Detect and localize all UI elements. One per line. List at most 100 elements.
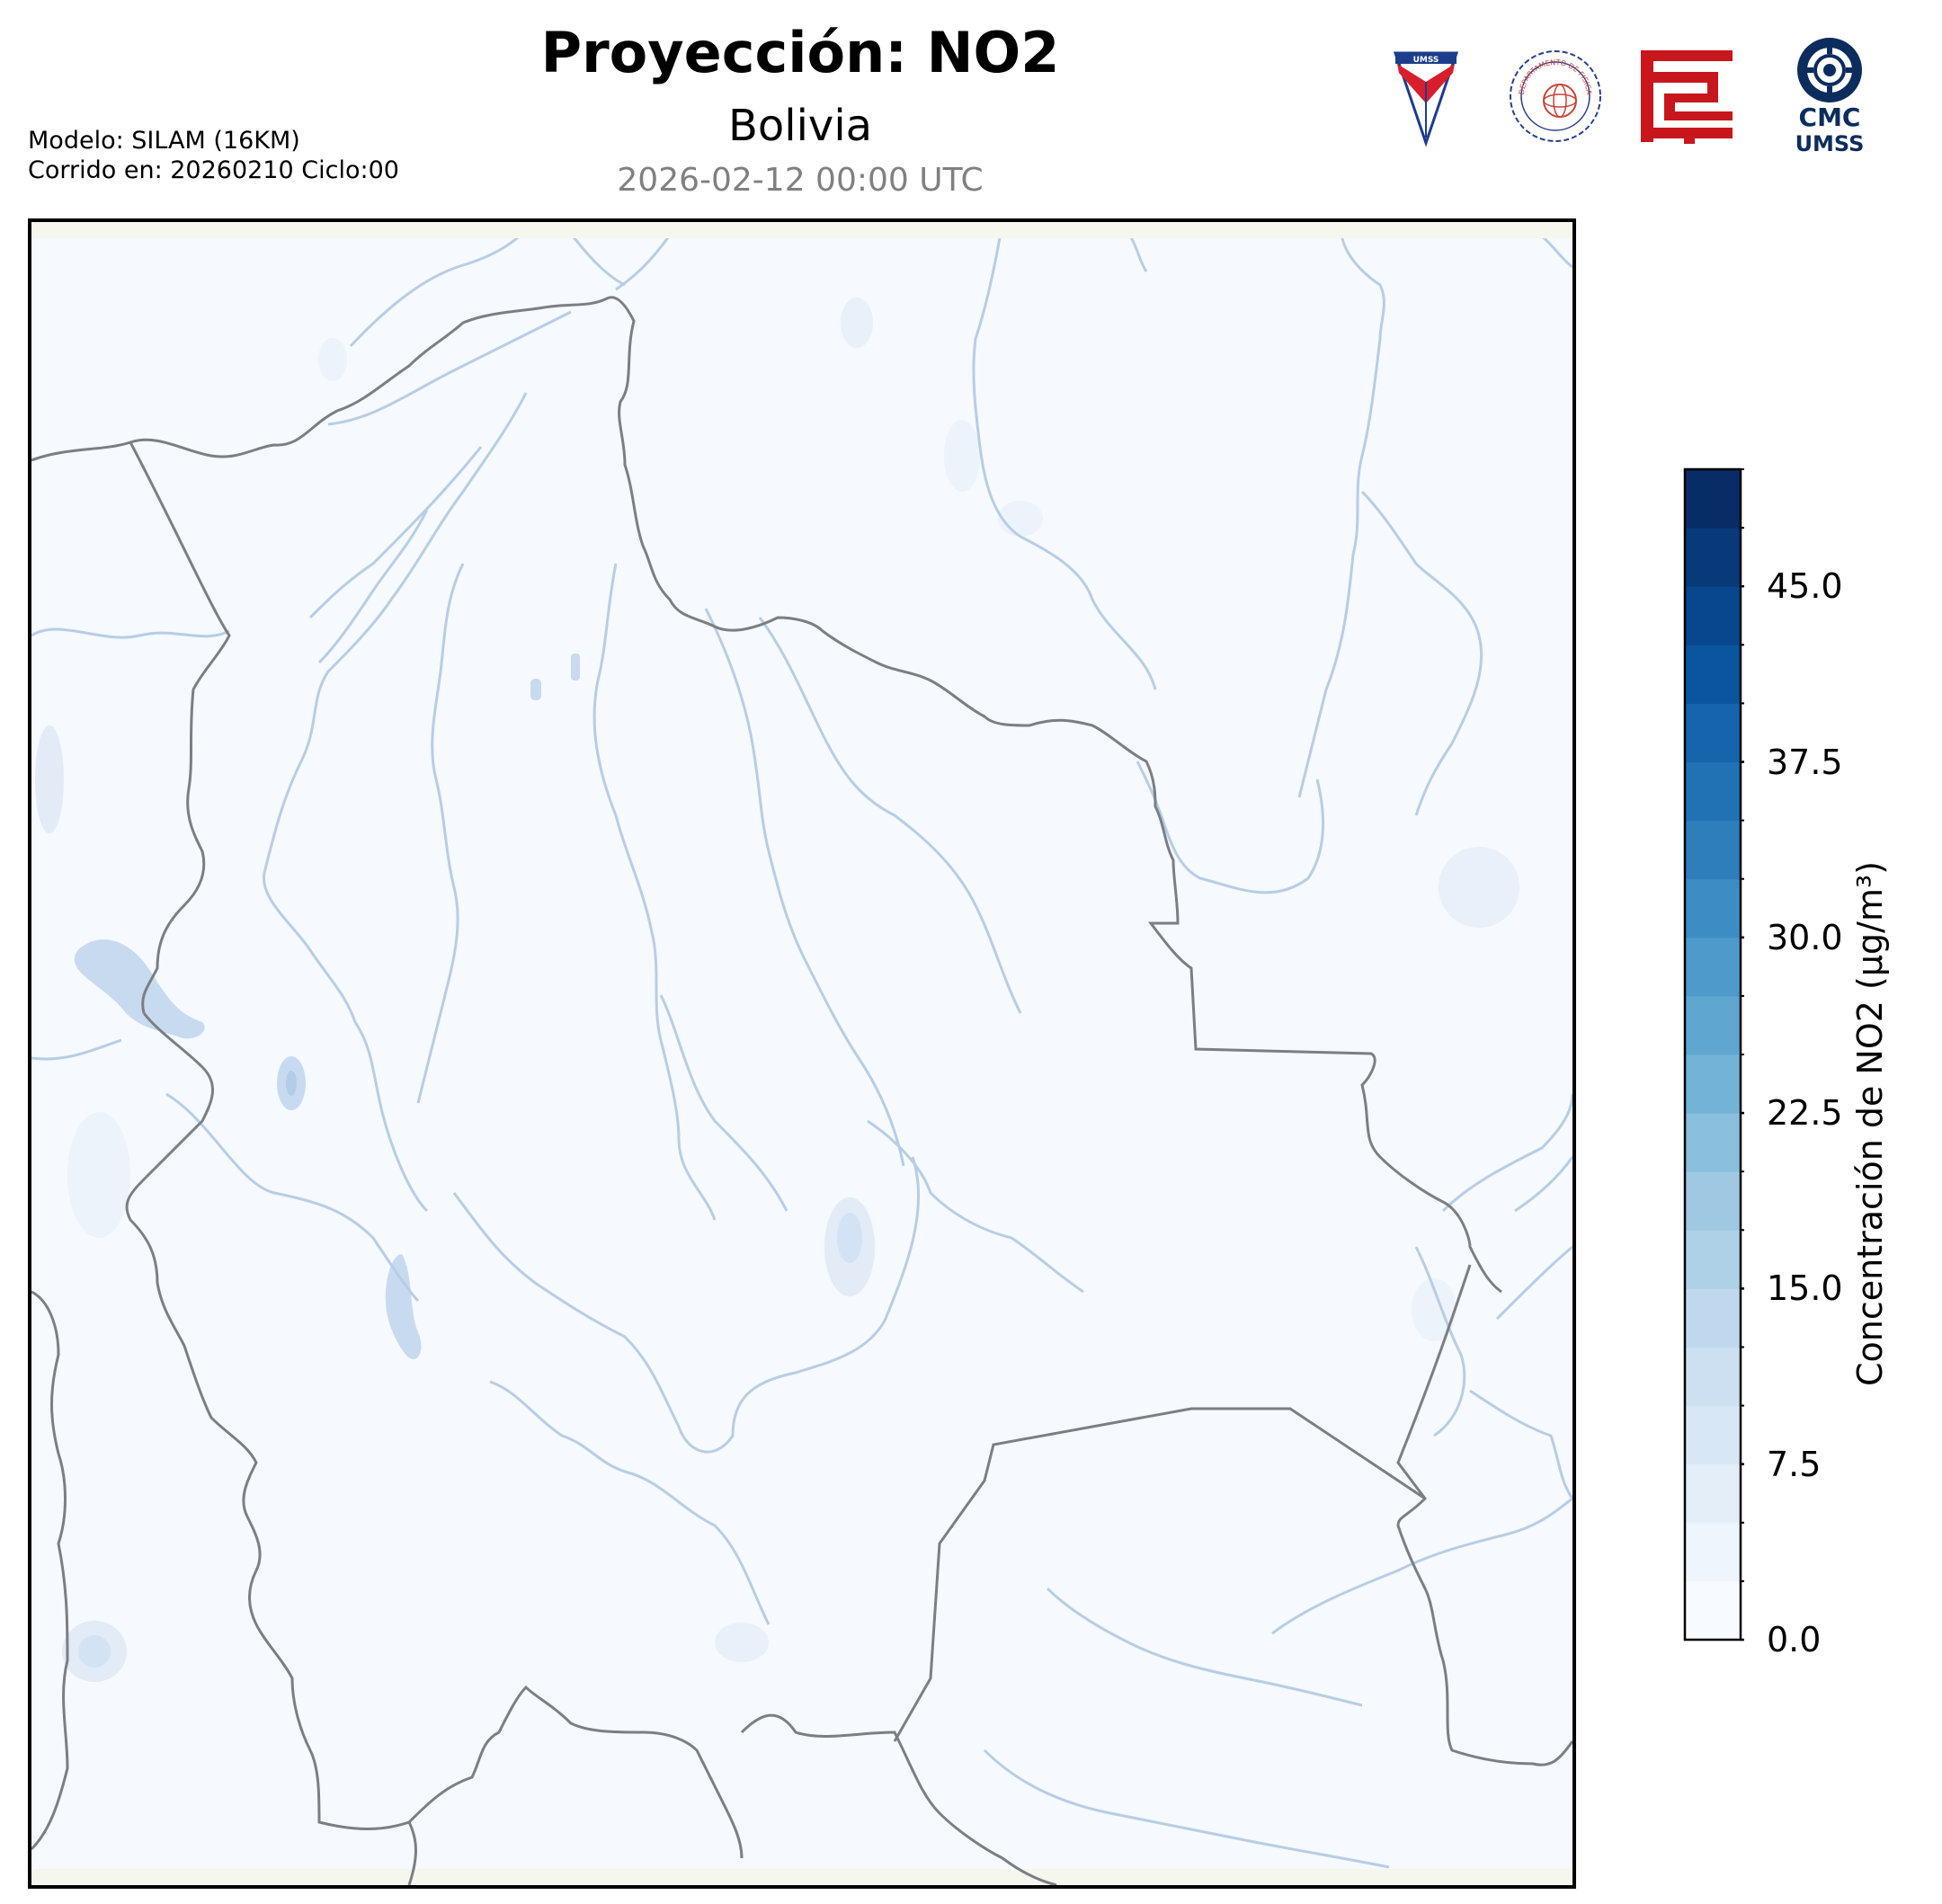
patch [286, 1071, 297, 1096]
map-margin-top [31, 222, 1572, 238]
colorbar-bin [1685, 1230, 1741, 1289]
river [1360, 490, 1483, 816]
patch [1412, 1278, 1456, 1341]
colorbar-bin [1685, 469, 1741, 529]
colorbar-bin [1685, 528, 1741, 587]
colorbar-bin [1685, 1288, 1741, 1348]
chile-peru-border [31, 1290, 69, 1851]
river [1514, 1156, 1572, 1213]
model-name: Modelo: SILAM (16KM) [28, 127, 300, 155]
lake-poopo-patch [385, 1254, 422, 1359]
river [31, 627, 230, 639]
river [1271, 1497, 1572, 1635]
map-canvas [31, 222, 1572, 1885]
patch [841, 298, 873, 348]
river [1136, 761, 1324, 894]
river [867, 1119, 1084, 1294]
river [758, 617, 1022, 1014]
colorbar-bin [1685, 1405, 1741, 1465]
red-emblem-logo [1641, 50, 1733, 144]
colorbar-bin [1685, 1171, 1741, 1231]
colorbar-bin [1685, 820, 1741, 880]
forecast-datetime: 2026-02-12 00:00 UTC [617, 162, 984, 199]
river [317, 509, 429, 664]
run-info: Corrido en: 20260210 Ciclo:00 [28, 156, 399, 184]
patch [530, 679, 541, 700]
colorbar-tick-label: 15.0 [1767, 1268, 1843, 1309]
model-info: Modelo: SILAM (16KM) Corrido en: 2026021… [28, 126, 399, 185]
patch [998, 501, 1043, 537]
colorbar-bin [1685, 586, 1741, 645]
colorbar-bin [1685, 1580, 1741, 1641]
patch [318, 338, 347, 381]
river [659, 994, 788, 1212]
river [972, 222, 1157, 690]
chart-title: Proyección: NO2 [540, 20, 1060, 85]
departamento-fisica-logo: DEPARTAMENTO DE FISICA [1510, 50, 1601, 142]
colorbar-bin [1685, 1054, 1741, 1114]
brazil-paraguay-border [1396, 1264, 1572, 1766]
river [349, 222, 537, 348]
patch [837, 1213, 862, 1263]
patch [35, 725, 64, 833]
river [452, 1156, 921, 1454]
colorbar-bin [1685, 1464, 1741, 1524]
colorbar-label: Concentración de NO2 (µg/m³) [1850, 860, 1890, 1387]
colorbar-tick-label: 7.5 [1767, 1444, 1822, 1484]
river [1441, 1093, 1572, 1213]
river [308, 446, 483, 619]
river [489, 1380, 771, 1625]
patch [944, 420, 980, 492]
bolivia-border-south [740, 1713, 1057, 1885]
river [262, 392, 528, 1213]
country-borders [31, 296, 1572, 1885]
river [1046, 1587, 1363, 1707]
colorbar-bin [1685, 995, 1741, 1055]
patch [67, 1112, 130, 1238]
rivers [31, 222, 1572, 1869]
no2-concentration-patches [35, 298, 1519, 1682]
bolivia-border-west [129, 441, 231, 1014]
river [31, 1038, 122, 1061]
colorbar-bin [1685, 937, 1741, 997]
umss-logo-subtext: UMSS [1795, 131, 1865, 156]
river [1297, 222, 1385, 798]
river [165, 1092, 420, 1303]
umss-logo: UMSS [1393, 51, 1459, 147]
cmc-logo-text: CMC [1799, 102, 1861, 132]
paraguay-border [893, 1407, 1426, 1742]
river [704, 608, 905, 1167]
cmc-umss-logo: CMC UMSS [1795, 38, 1865, 156]
bolivia-border-south-west [125, 1012, 744, 1859]
patch [78, 1635, 111, 1668]
patch [715, 1623, 769, 1662]
river [327, 310, 572, 426]
map-background [31, 238, 1572, 1869]
umss-logo-text: UMSS [1413, 56, 1439, 65]
patch [571, 654, 580, 681]
bolivia-border-north-east [31, 296, 1502, 1294]
river [592, 563, 717, 1221]
river [416, 563, 465, 1104]
colorbar-bin [1685, 761, 1741, 822]
colorbar-tick-label: 37.5 [1767, 742, 1843, 782]
colorbar-bin [1685, 703, 1741, 762]
colorbar-bin [1685, 878, 1741, 939]
river [1414, 1246, 1466, 1437]
colorbar-tick-label: 30.0 [1767, 917, 1843, 957]
map-panel [28, 218, 1576, 1889]
colorbar [1683, 467, 1744, 1642]
colorbar-tick-label: 0.0 [1767, 1620, 1822, 1659]
river [1495, 1245, 1572, 1321]
patch [1439, 847, 1519, 928]
river [1469, 1389, 1572, 1499]
argentina-border [407, 1821, 417, 1885]
region-subtitle: Bolivia [727, 101, 873, 151]
colorbar-tick-label: 45.0 [1767, 566, 1843, 607]
colorbar-bin [1685, 1522, 1741, 1582]
colorbar-tick-label: 22.5 [1767, 1093, 1843, 1134]
lake-titicaca-patch [74, 939, 205, 1039]
river [983, 1748, 1390, 1869]
colorbar-bin [1685, 1113, 1741, 1172]
colorbar-bin [1685, 1347, 1741, 1407]
